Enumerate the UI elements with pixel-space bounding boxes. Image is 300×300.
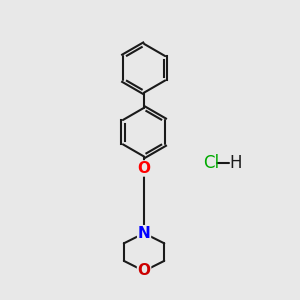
- Text: O: O: [138, 161, 151, 176]
- Text: N: N: [138, 226, 150, 241]
- Text: H: H: [230, 154, 242, 172]
- Text: Cl: Cl: [203, 154, 220, 172]
- Text: O: O: [138, 263, 151, 278]
